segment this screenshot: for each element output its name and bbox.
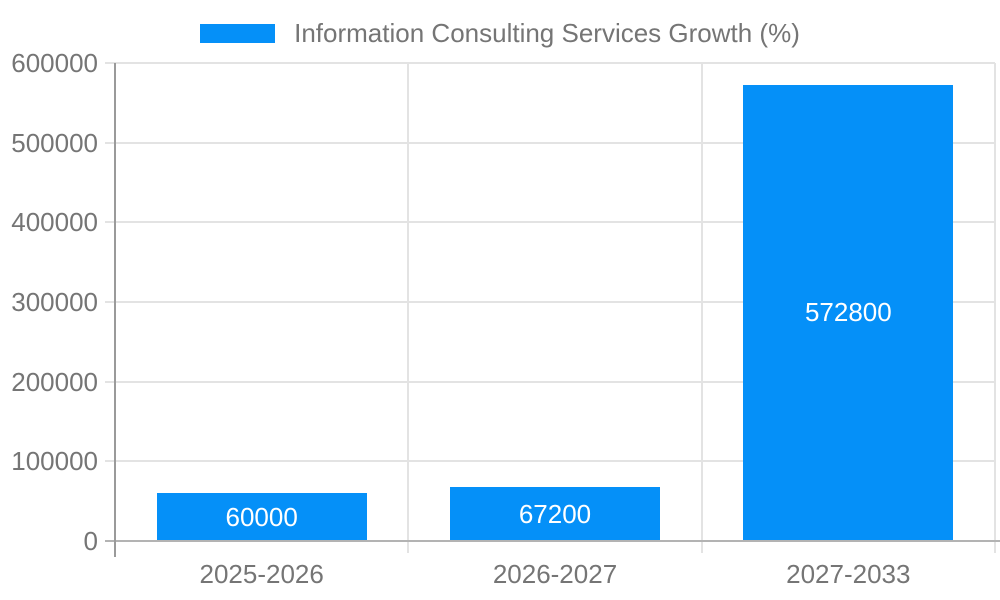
bar-value-label: 572800 — [804, 297, 892, 328]
y-axis-tick-label: 600000 — [11, 48, 98, 78]
y-axis-tick-label: 100000 — [11, 446, 98, 477]
y-axis-tick-label: 300000 — [11, 287, 98, 317]
y-axis-tick-label: 500000 — [11, 127, 98, 158]
gridline-horizontal — [105, 141, 995, 144]
gridline-horizontal — [105, 62, 995, 64]
bar-value-label: 60000 — [225, 501, 298, 532]
y-axis-tick-label: 400000 — [11, 207, 98, 238]
bar-2025-2026[interactable]: 60000 — [156, 493, 367, 541]
y-axis-line — [114, 63, 116, 557]
gridline-horizontal — [105, 301, 995, 303]
plot-area: 60000 2025-2026 67200 2026-2027 572800 2027-2… — [105, 62, 1000, 589]
x-axis-baseline — [105, 540, 1000, 542]
gridline-vertical — [700, 63, 703, 553]
y-axis-tick-label: 0 — [83, 526, 98, 556]
legend-label: Information Consulting Services Growth (… — [294, 17, 800, 48]
gridline-horizontal — [105, 221, 995, 224]
x-axis-category-label: 2026-2027 — [492, 559, 618, 589]
x-axis-category-label: 2025-2026 — [199, 559, 324, 589]
y-axis-tick-label: 200000 — [11, 366, 98, 397]
bar-2027-2033[interactable]: 572800 — [743, 84, 954, 541]
legend-swatch — [200, 23, 276, 43]
gridline-horizontal — [105, 380, 995, 383]
gridline-vertical — [407, 63, 410, 553]
legend: Information Consulting Services Growth (… — [0, 16, 1000, 50]
x-axis-category-label: 2027-2033 — [786, 559, 911, 589]
bar-2026-2027[interactable]: 67200 — [449, 487, 660, 541]
gridline-vertical — [994, 63, 996, 553]
gridline-horizontal — [105, 460, 995, 463]
bar-value-label: 67200 — [518, 498, 592, 529]
